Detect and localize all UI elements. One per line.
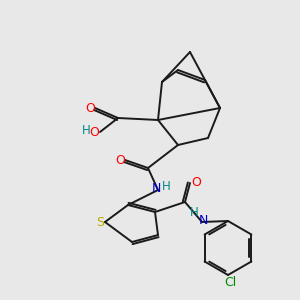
Text: N: N [198, 214, 208, 226]
Text: O: O [89, 125, 99, 139]
Text: S: S [96, 215, 104, 229]
Text: N: N [151, 182, 161, 196]
Text: H: H [162, 181, 170, 194]
Text: H: H [190, 206, 198, 220]
Text: O: O [115, 154, 125, 166]
Text: O: O [191, 176, 201, 190]
Text: Cl: Cl [224, 277, 236, 290]
Text: H: H [82, 124, 90, 136]
Text: O: O [85, 101, 95, 115]
